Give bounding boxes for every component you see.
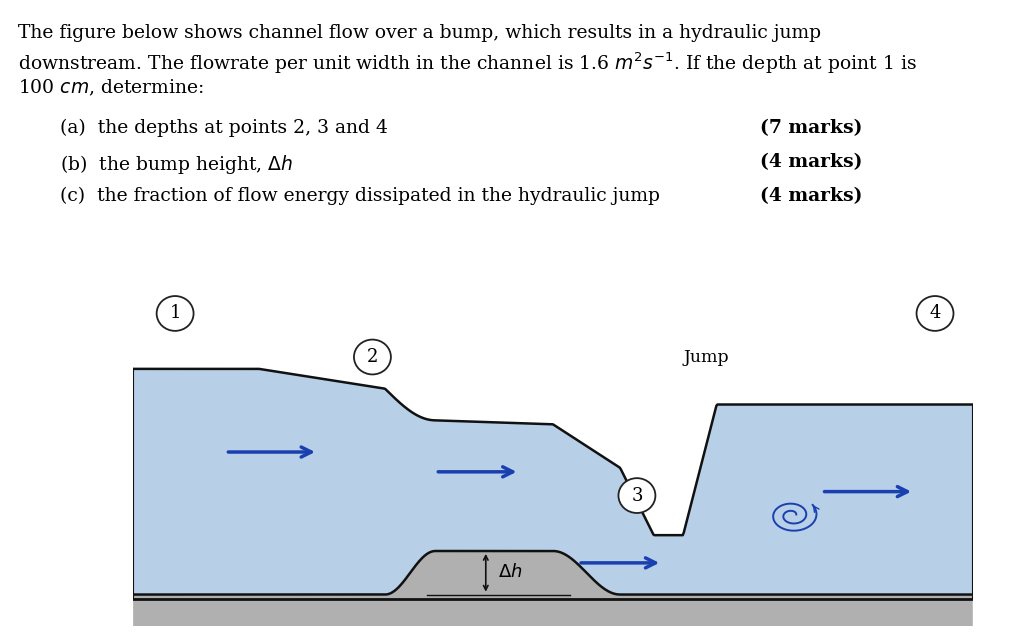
Text: Jump: Jump bbox=[683, 348, 729, 366]
Circle shape bbox=[157, 296, 194, 331]
Text: 3: 3 bbox=[631, 486, 643, 505]
Text: The figure below shows channel flow over a bump, which results in a hydraulic ju: The figure below shows channel flow over… bbox=[18, 24, 821, 42]
Circle shape bbox=[176, 217, 204, 245]
Text: downstream. The flowrate per unit width in the channel is 1.6 $m^2s^{-1}$. If th: downstream. The flowrate per unit width … bbox=[18, 51, 916, 77]
Circle shape bbox=[174, 215, 206, 247]
Text: 1: 1 bbox=[169, 304, 181, 323]
Text: 100 $cm$, determine:: 100 $cm$, determine: bbox=[18, 78, 204, 98]
Text: (c)  the fraction of flow energy dissipated in the hydraulic jump: (c) the fraction of flow energy dissipat… bbox=[60, 187, 660, 205]
Text: 4: 4 bbox=[930, 304, 941, 323]
Text: (4 marks): (4 marks) bbox=[760, 187, 862, 205]
Polygon shape bbox=[133, 369, 973, 594]
Polygon shape bbox=[133, 551, 973, 626]
Text: 1: 1 bbox=[184, 222, 196, 240]
Circle shape bbox=[618, 478, 655, 513]
Text: (a)  the depths at points 2, 3 and 4: (a) the depths at points 2, 3 and 4 bbox=[60, 119, 388, 137]
Text: (4 marks): (4 marks) bbox=[760, 153, 862, 171]
Text: 2: 2 bbox=[367, 348, 378, 366]
Circle shape bbox=[916, 296, 953, 331]
Text: (b)  the bump height, $\Delta h$: (b) the bump height, $\Delta h$ bbox=[60, 153, 293, 176]
Circle shape bbox=[354, 339, 391, 374]
Text: $\Delta h$: $\Delta h$ bbox=[499, 564, 523, 581]
Text: (7 marks): (7 marks) bbox=[760, 119, 862, 137]
